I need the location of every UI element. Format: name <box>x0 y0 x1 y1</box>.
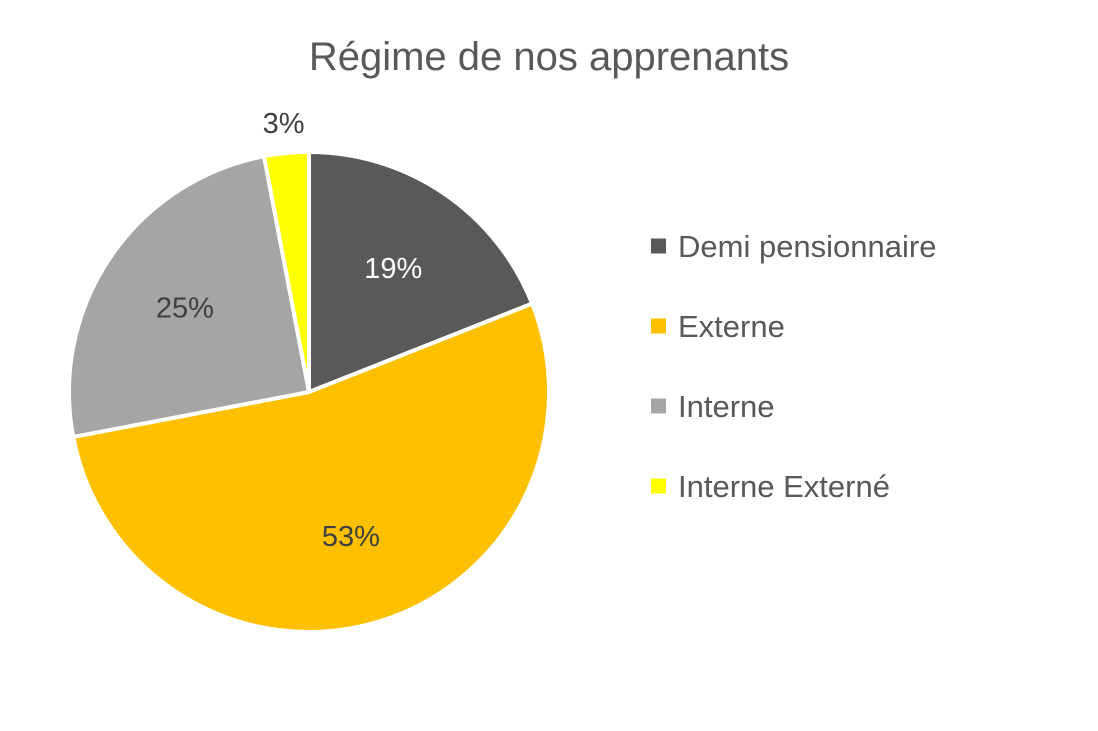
data-label-interne-externe: 3% <box>263 108 305 140</box>
data-label-externe: 53% <box>322 521 380 553</box>
pie-slice-interne-externe <box>262 150 311 394</box>
legend: Demi pensionnaire Externe Interne Interne E… <box>651 229 936 504</box>
pie-slice-externe <box>71 301 551 634</box>
legend-swatch-interne <box>651 398 666 414</box>
pie-data-labels: 19% 53% 25% 3% <box>156 108 422 553</box>
legend-swatch-demi-pensionnaire <box>651 238 666 254</box>
legend-item-interne-externe: Interne Externé <box>651 469 890 504</box>
legend-swatch-interne-externe <box>651 478 666 494</box>
legend-item-demi-pensionnaire: Demi pensionnaire <box>651 229 936 264</box>
data-label-interne: 25% <box>156 293 214 325</box>
legend-item-externe: Externe <box>651 309 785 344</box>
legend-item-interne: Interne <box>651 389 775 424</box>
chart-title: Régime de nos apprenants <box>309 35 789 79</box>
pie-slice-interne <box>67 154 311 439</box>
data-label-demi-pensionnaire: 19% <box>364 253 422 285</box>
pie-slices <box>67 150 551 634</box>
legend-label-interne: Interne <box>678 389 775 424</box>
legend-label-externe: Externe <box>678 309 785 344</box>
legend-swatch-externe <box>651 318 666 334</box>
legend-label-demi-pensionnaire: Demi pensionnaire <box>678 229 936 264</box>
legend-label-interne-externe: Interne Externé <box>678 469 890 504</box>
pie-slice-demi-pensionnaire <box>307 150 535 394</box>
